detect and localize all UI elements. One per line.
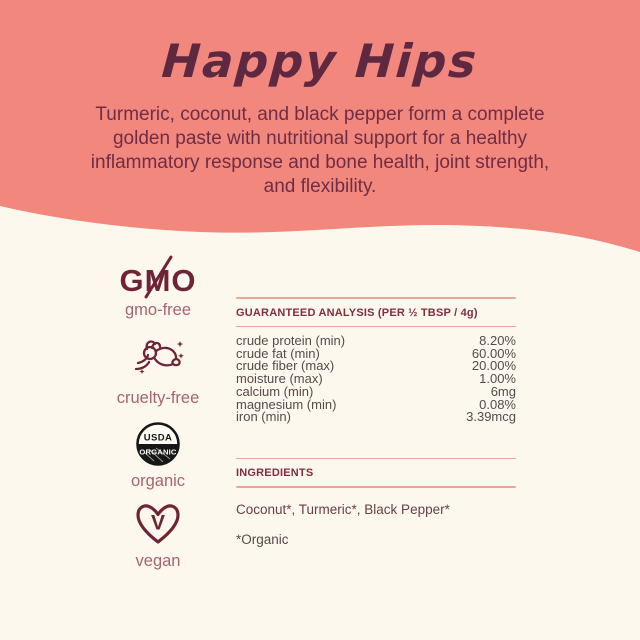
- table-row: crude protein (min) 8.20%: [236, 333, 516, 348]
- guaranteed-analysis-heading: GUARANTEED ANALYSIS (PER ½ TBSP / 4g): [236, 306, 478, 319]
- nutrient-label: magnesium (min): [236, 396, 337, 412]
- nutrient-value: 60.00%: [471, 345, 516, 361]
- badge-organic: USDA ORGANIC organic: [85, 421, 231, 491]
- ingredients-heading: INGREDIENTS: [236, 467, 314, 480]
- page-title: Happy Hips: [160, 34, 480, 88]
- nutrient-value: 8.20%: [479, 333, 516, 348]
- usda-seal-top-text: USDA: [144, 433, 173, 444]
- nutrient-label: crude fat (min): [236, 345, 320, 361]
- vegan-heart-icon: V: [136, 504, 180, 544]
- table-row: crude fiber (max) 20.00%: [236, 360, 516, 373]
- usda-seal-bottom-text: ORGANIC: [139, 448, 177, 457]
- product-description: Turmeric, coconut, and black pepper form…: [90, 104, 550, 197]
- leaping-bunny-icon: [134, 340, 184, 375]
- nutrient-label: iron (min): [236, 409, 291, 425]
- divider-line: [236, 457, 516, 460]
- ingredients-list: Coconut*, Turmeric*, Black Pepper*: [236, 501, 450, 517]
- nutrient-value: 20.00%: [471, 358, 516, 374]
- badge-gmo-free: GMO gmo-free: [85, 255, 231, 320]
- table-row: calcium (min) 6mg: [236, 383, 516, 399]
- gmo-free-label: gmo-free: [124, 301, 192, 319]
- nutrient-value: 6mg: [490, 383, 516, 399]
- badge-cruelty-free: cruelty-free: [85, 338, 231, 408]
- nutrient-label: calcium (min): [236, 383, 314, 399]
- table-row: moisture (max) 1.00%: [236, 371, 516, 387]
- nutrient-label: crude protein (min): [236, 333, 346, 348]
- pink-wave-background: [0, 0, 640, 252]
- table-row: magnesium (min) 0.08%: [236, 396, 516, 412]
- badge-vegan: V vegan: [85, 501, 231, 571]
- spacer: [236, 424, 516, 458]
- cruelty-free-label: cruelty-free: [116, 389, 200, 407]
- nutrient-label: crude fiber (max): [236, 358, 335, 374]
- divider-line: [236, 486, 516, 488]
- gmo-crossed-icon: GMO: [119, 255, 196, 299]
- divider-line: [236, 325, 516, 327]
- table-row: crude fat (min) 60.00%: [236, 345, 516, 361]
- analysis-panel: GUARANTEED ANALYSIS (PER ½ TBSP / 4g) cr…: [236, 297, 516, 547]
- usda-organic-seal-icon: USDA ORGANIC: [136, 422, 180, 466]
- nutrient-value: 0.08%: [479, 396, 516, 412]
- nutrient-value: 1.00%: [479, 371, 516, 387]
- table-row: iron (min) 3.39mcg: [236, 409, 516, 425]
- nutrient-label: moisture (max): [236, 371, 323, 387]
- analysis-table: crude protein (min) 8.20% crude fat (min…: [236, 333, 516, 425]
- organic-label: organic: [130, 472, 186, 490]
- organic-note: *Organic: [236, 531, 289, 547]
- vegan-v-letter: V: [151, 512, 165, 535]
- nutrient-value: 3.39mcg: [466, 409, 516, 425]
- divider-line: [236, 297, 516, 299]
- vegan-label: vegan: [135, 552, 181, 570]
